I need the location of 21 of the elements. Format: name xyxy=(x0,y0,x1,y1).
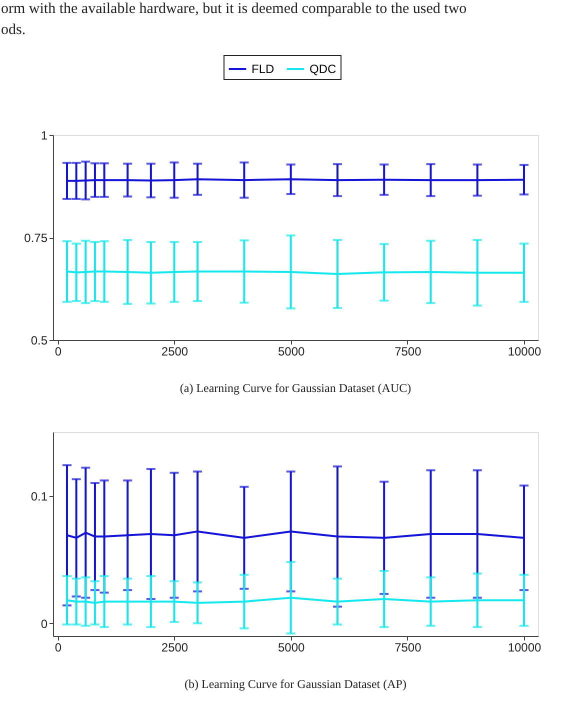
x-tick-label: 7500 xyxy=(394,344,422,358)
text: ods. xyxy=(1,22,26,38)
y-tick-label: 0.75 xyxy=(24,231,48,245)
y-tick-label: 0 xyxy=(40,616,48,631)
x-tick-label: 7500 xyxy=(394,640,422,654)
x-tick-label: 10000 xyxy=(508,640,542,654)
x-tick-label: 0 xyxy=(54,640,62,654)
y-tick-label: 0.1 xyxy=(30,489,48,504)
legend-label: FLD xyxy=(252,62,275,76)
y-tick-label: 0.5 xyxy=(30,334,48,348)
x-tick-label: 5000 xyxy=(278,344,306,358)
text: orm with the available hardware, but it is deemed comparable to the used two xyxy=(1,1,467,17)
y-tick-label: 1 xyxy=(40,128,48,142)
x-tick-label: 2500 xyxy=(161,344,188,358)
legend-label: QDC xyxy=(310,62,336,76)
text: (b) Learning Curve for Gaussian Dataset (AP) xyxy=(184,677,406,691)
x-tick-label: 0 xyxy=(54,344,62,358)
text: (a) Learning Curve for Gaussian Dataset (AUC) xyxy=(180,381,412,395)
x-tick-label: 5000 xyxy=(278,640,306,654)
x-tick-label: 2500 xyxy=(161,640,188,654)
x-tick-label: 10000 xyxy=(508,344,542,358)
